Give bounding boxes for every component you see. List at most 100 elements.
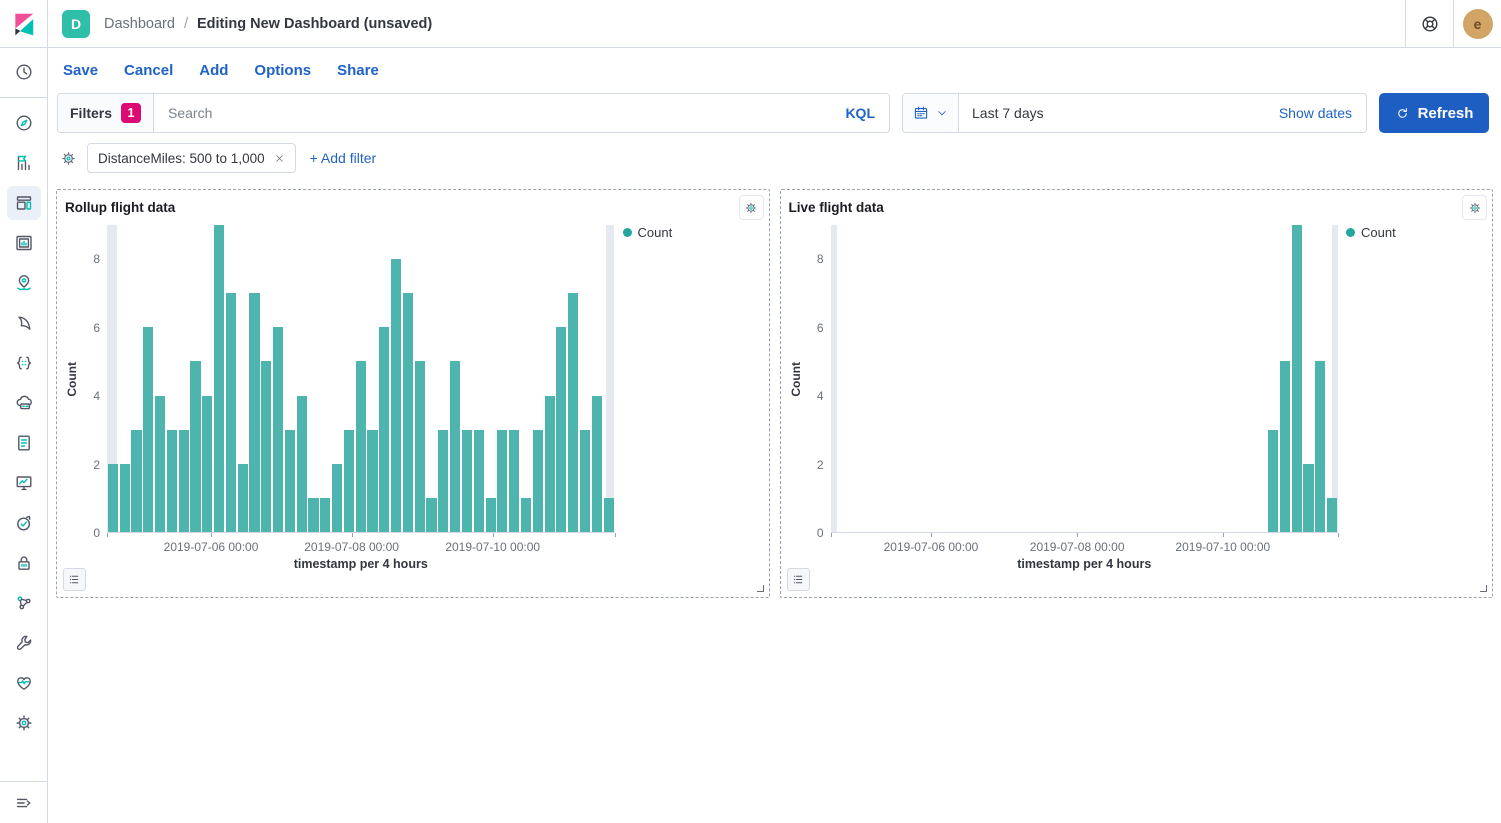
histogram-bar[interactable] xyxy=(414,361,425,532)
panel-options-gear-button[interactable] xyxy=(738,195,764,220)
histogram-bar[interactable] xyxy=(579,429,591,532)
histogram-bar[interactable] xyxy=(343,429,354,532)
histogram-bar[interactable] xyxy=(1291,225,1302,532)
histogram-bar[interactable] xyxy=(237,463,248,532)
date-picker-group: Last 7 days Show dates xyxy=(902,93,1367,133)
histogram-bar[interactable] xyxy=(107,463,118,532)
histogram-bar[interactable] xyxy=(320,497,331,532)
histogram-bar[interactable] xyxy=(473,429,484,532)
filters-popover-button[interactable]: Filters 1 xyxy=(58,94,155,132)
menu-options-button[interactable]: Options xyxy=(244,58,321,83)
sidebar-item-graph[interactable] xyxy=(4,583,44,623)
sidebar-item-visualize[interactable] xyxy=(4,143,44,183)
filter-options-button[interactable] xyxy=(60,150,77,167)
sidebar-item-canvas[interactable] xyxy=(4,223,44,263)
histogram-bar[interactable] xyxy=(379,327,390,532)
refresh-button[interactable]: Refresh xyxy=(1379,93,1489,133)
breadcrumb-dashboard-link[interactable]: Dashboard xyxy=(104,15,175,32)
sidebar-item-logs[interactable] xyxy=(4,423,44,463)
histogram-bar[interactable] xyxy=(332,463,343,532)
panel-resize-handle[interactable] xyxy=(756,585,764,592)
help-menu-button[interactable] xyxy=(1405,0,1453,47)
sidebar-item-collapse-navigation[interactable] xyxy=(4,783,44,823)
filter-pill[interactable]: DistanceMiles: 500 to 1,000 xyxy=(87,143,296,173)
histogram-bar[interactable] xyxy=(166,429,177,532)
histogram-bar[interactable] xyxy=(249,293,260,532)
legend-item-count[interactable]: Count xyxy=(615,225,761,240)
sidebar-item-apm[interactable] xyxy=(4,383,44,423)
ml-fin-icon xyxy=(7,306,41,340)
histogram-bar[interactable] xyxy=(509,429,520,532)
histogram-bar[interactable] xyxy=(284,429,295,532)
sidebar-bottom-group xyxy=(0,781,47,823)
histogram-bar[interactable] xyxy=(450,361,461,532)
search-input[interactable] xyxy=(154,105,832,121)
sidebar-item-monitoring[interactable] xyxy=(4,663,44,703)
histogram-bar[interactable] xyxy=(568,293,579,532)
kql-syntax-button[interactable]: KQL xyxy=(831,105,889,121)
sidebar-item-management[interactable] xyxy=(4,703,44,743)
histogram-bar[interactable] xyxy=(497,429,508,532)
histogram-bar[interactable] xyxy=(391,259,402,532)
panel-menu-button[interactable] xyxy=(63,568,86,591)
histogram-bar[interactable] xyxy=(119,463,130,532)
sidebar-item-recently-viewed[interactable] xyxy=(4,52,44,92)
histogram-bar[interactable] xyxy=(1327,497,1338,532)
histogram-bar[interactable] xyxy=(131,429,142,532)
histogram-bar[interactable] xyxy=(296,395,307,532)
histogram-bar[interactable] xyxy=(273,327,284,532)
histogram-bar[interactable] xyxy=(155,395,166,532)
remove-filter-button[interactable] xyxy=(274,153,285,164)
histogram-bar[interactable] xyxy=(603,497,614,532)
histogram-bar[interactable] xyxy=(261,361,272,532)
histogram-bar[interactable] xyxy=(544,395,555,532)
histogram-bar[interactable] xyxy=(225,293,236,532)
histogram-bar[interactable] xyxy=(178,429,189,532)
kibana-logo[interactable] xyxy=(0,0,48,48)
histogram-bar[interactable] xyxy=(1279,361,1290,532)
histogram-bar[interactable] xyxy=(485,497,496,532)
sidebar-item-machine-learning[interactable] xyxy=(4,303,44,343)
quick-select-date-button[interactable] xyxy=(903,94,959,132)
add-filter-button[interactable]: + Add filter xyxy=(306,150,381,166)
panel-resize-handle[interactable] xyxy=(1480,585,1487,592)
histogram-bar[interactable] xyxy=(461,429,473,532)
histogram-bar[interactable] xyxy=(355,361,366,532)
menu-share-button[interactable]: Share xyxy=(327,58,389,83)
histogram-bar[interactable] xyxy=(1315,361,1326,532)
histogram-bar[interactable] xyxy=(532,429,543,532)
menu-save-button[interactable]: Save xyxy=(53,58,108,83)
legend-item-count[interactable]: Count xyxy=(1338,225,1484,240)
sidebar-item-discover[interactable] xyxy=(4,103,44,143)
histogram-bar[interactable] xyxy=(402,293,414,532)
histogram-bar[interactable] xyxy=(438,429,449,532)
sidebar-item-siem[interactable] xyxy=(4,543,44,583)
histogram-bar[interactable] xyxy=(556,327,567,532)
panel-rollup-flight-data: Rollup flight data Count 0 2 4 6 8 Count 201… xyxy=(56,189,770,598)
panel-options-gear-button[interactable] xyxy=(1462,195,1487,220)
histogram-bar[interactable] xyxy=(202,395,213,532)
histogram-bar[interactable] xyxy=(1303,463,1314,532)
sidebar-item-maps[interactable] xyxy=(4,263,44,303)
histogram-bar[interactable] xyxy=(214,225,225,532)
histogram-bar[interactable] xyxy=(426,497,437,532)
menu-cancel-button[interactable]: Cancel xyxy=(114,58,183,83)
panel-menu-button[interactable] xyxy=(786,568,810,591)
histogram-bar[interactable] xyxy=(1268,429,1279,532)
histogram-bar[interactable] xyxy=(591,395,602,532)
histogram-bar[interactable] xyxy=(143,327,154,532)
histogram-bar[interactable] xyxy=(367,429,378,532)
sidebar-item-metrics[interactable] xyxy=(4,463,44,503)
histogram-bar[interactable] xyxy=(308,497,319,532)
histogram-bar[interactable] xyxy=(520,497,532,532)
show-dates-button[interactable]: Show dates xyxy=(1265,105,1366,121)
time-range-value[interactable]: Last 7 days xyxy=(972,105,1044,121)
user-menu-button[interactable]: e xyxy=(1453,0,1501,47)
sidebar-item-dev-tools[interactable] xyxy=(4,623,44,663)
cloud-server-icon xyxy=(7,386,41,420)
histogram-bar[interactable] xyxy=(190,361,201,532)
sidebar-item-code[interactable] xyxy=(4,343,44,383)
sidebar-item-uptime[interactable] xyxy=(4,503,44,543)
sidebar-item-dashboard[interactable] xyxy=(4,183,44,223)
menu-add-button[interactable]: Add xyxy=(189,58,238,83)
